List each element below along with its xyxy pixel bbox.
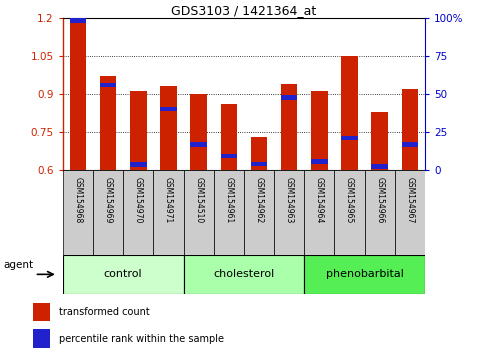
Bar <box>334 170 365 255</box>
Text: agent: agent <box>3 259 33 270</box>
Bar <box>371 164 388 169</box>
Bar <box>304 170 334 255</box>
Bar <box>184 170 213 255</box>
Text: GSM154968: GSM154968 <box>73 177 83 223</box>
Bar <box>281 84 298 170</box>
Bar <box>395 170 425 255</box>
Bar <box>130 91 146 170</box>
Bar <box>371 112 388 170</box>
Bar <box>33 329 50 348</box>
Bar <box>274 170 304 255</box>
Bar <box>154 170 184 255</box>
Bar <box>100 76 116 170</box>
Bar <box>244 170 274 255</box>
Text: transformed count: transformed count <box>59 307 150 317</box>
Text: GSM154971: GSM154971 <box>164 177 173 223</box>
Text: percentile rank within the sample: percentile rank within the sample <box>59 334 224 344</box>
Bar <box>213 170 244 255</box>
Bar <box>190 94 207 170</box>
Text: GSM154970: GSM154970 <box>134 177 143 223</box>
Bar <box>311 91 327 170</box>
Bar <box>33 303 50 321</box>
Bar <box>221 154 237 158</box>
Bar <box>311 159 327 164</box>
Bar <box>63 170 93 255</box>
Text: GSM154963: GSM154963 <box>284 177 294 223</box>
Bar <box>184 255 304 294</box>
Bar <box>402 142 418 147</box>
Bar <box>160 107 177 111</box>
Bar <box>190 142 207 147</box>
Bar <box>123 170 154 255</box>
Bar <box>251 137 267 170</box>
Text: phenobarbital: phenobarbital <box>326 269 404 279</box>
Title: GDS3103 / 1421364_at: GDS3103 / 1421364_at <box>171 4 316 17</box>
Bar <box>100 82 116 87</box>
Bar <box>341 136 358 141</box>
Text: cholesterol: cholesterol <box>213 269 274 279</box>
Text: GSM154510: GSM154510 <box>194 177 203 223</box>
Text: GSM154965: GSM154965 <box>345 177 354 223</box>
Bar <box>160 86 177 170</box>
Bar <box>70 18 86 170</box>
Text: GSM154962: GSM154962 <box>255 177 264 223</box>
Text: GSM154967: GSM154967 <box>405 177 414 223</box>
Bar <box>304 255 425 294</box>
Bar <box>365 170 395 255</box>
Bar <box>93 170 123 255</box>
Bar <box>70 18 86 23</box>
Bar <box>251 162 267 166</box>
Text: control: control <box>104 269 142 279</box>
Text: GSM154961: GSM154961 <box>224 177 233 223</box>
Bar <box>63 255 184 294</box>
Bar <box>341 56 358 170</box>
Bar <box>281 95 298 100</box>
Text: GSM154966: GSM154966 <box>375 177 384 223</box>
Bar <box>402 89 418 170</box>
Text: GSM154969: GSM154969 <box>103 177 113 223</box>
Text: GSM154964: GSM154964 <box>315 177 324 223</box>
Bar <box>130 162 146 167</box>
Bar <box>221 104 237 170</box>
